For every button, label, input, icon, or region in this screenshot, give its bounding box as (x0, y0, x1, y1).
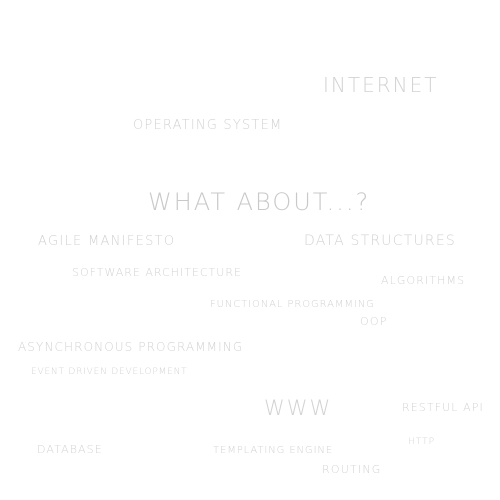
term-event-driven-development[interactable]: EVENT DRIVEN DEVELOPMENT (31, 367, 188, 377)
term-asynchronous-programming[interactable]: ASYNCHRONOUS PROGRAMMING (18, 340, 244, 354)
term-internet[interactable]: INTERNET (323, 73, 439, 97)
term-data-structures[interactable]: DATA STRUCTURES (304, 233, 456, 249)
term-restful-api[interactable]: RESTFUL API (402, 401, 484, 414)
term-database[interactable]: DATABASE (37, 443, 103, 456)
term-http[interactable]: HTTP (408, 437, 436, 447)
term-templating-engine[interactable]: TEMPLATING ENGINE (213, 445, 334, 456)
term-agile-manifesto[interactable]: AGILE MANIFESTO (38, 234, 176, 249)
term-algorithms[interactable]: ALGORITHMS (381, 274, 466, 287)
term-routing[interactable]: ROUTING (322, 463, 382, 476)
term-software-architecture[interactable]: SOFTWARE ARCHITECTURE (72, 266, 242, 279)
term-functional-programming[interactable]: FUNCTIONAL PROGRAMMING (210, 299, 375, 310)
headline-what-about: WHAT ABOUT...? (148, 188, 371, 216)
term-www[interactable]: WWW (264, 396, 333, 420)
term-operating-system[interactable]: OPERATING SYSTEM (133, 118, 283, 133)
term-oop[interactable]: OOP (360, 315, 388, 328)
